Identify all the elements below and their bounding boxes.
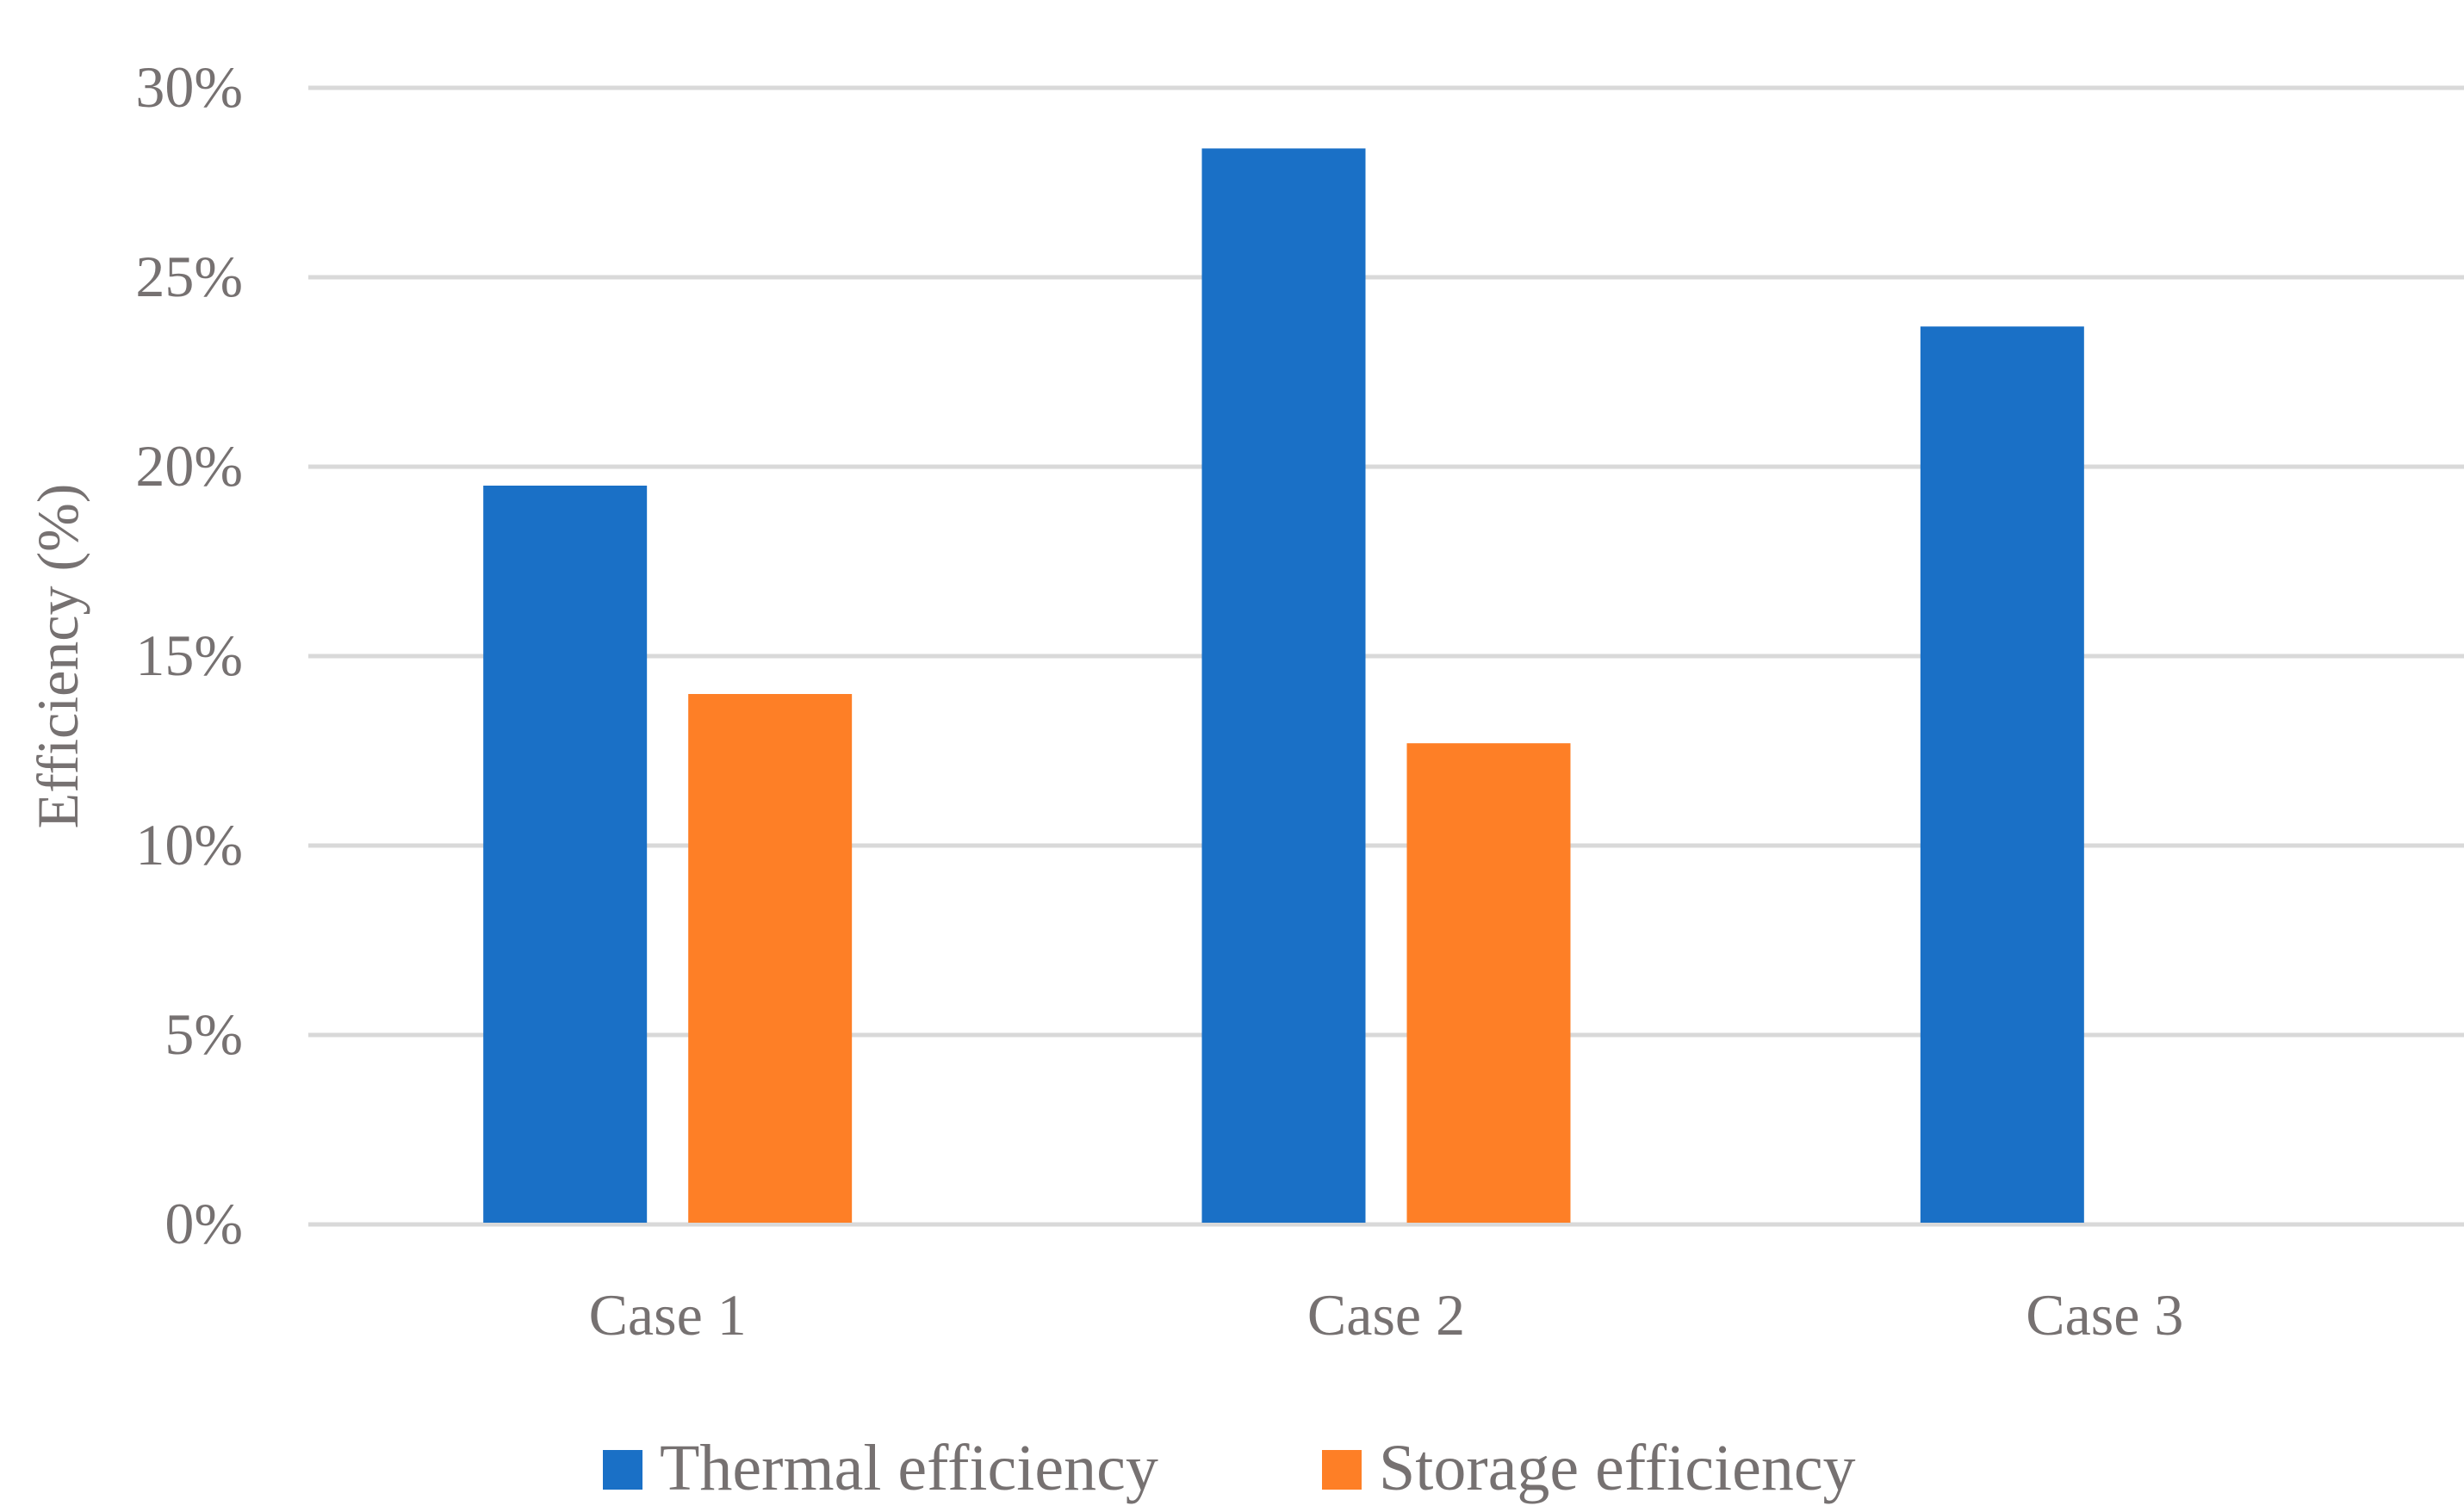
- x-axis-categories: Case 1 Case 2 Case 3: [589, 1282, 2184, 1348]
- y-tick-label: 0%: [164, 1191, 243, 1256]
- y-axis-ticks: 0% 5% 10% 15% 20% 25% 30%: [135, 54, 243, 1256]
- bar-storage-efficiency-case-2: [1406, 743, 1571, 1223]
- bar-thermal-efficiency-case-2: [1201, 148, 1366, 1223]
- bar-thermal-efficiency-case-1: [483, 486, 648, 1223]
- legend-swatch: [1322, 1450, 1362, 1490]
- bars: [483, 148, 2084, 1224]
- legend: Thermal efficiency Storage efficiency: [603, 1432, 1856, 1504]
- y-tick-label: 30%: [135, 54, 243, 120]
- y-tick-label: 20%: [135, 433, 243, 499]
- x-category-label: Case 2: [1307, 1282, 1465, 1348]
- y-axis-title: Efficiency (%): [25, 484, 90, 829]
- y-tick-label: 5%: [164, 1001, 243, 1067]
- bar-storage-efficiency-case-1: [688, 694, 853, 1223]
- y-tick-label: 15%: [135, 623, 243, 688]
- gridlines: [308, 85, 2464, 1227]
- y-tick-label: 10%: [135, 812, 243, 877]
- bar-thermal-efficiency-case-3: [1920, 326, 2084, 1224]
- x-category-label: Case 1: [589, 1282, 747, 1348]
- y-tick-label: 25%: [135, 244, 243, 309]
- legend-swatch: [603, 1450, 642, 1490]
- legend-label: Thermal efficiency: [660, 1432, 1158, 1504]
- x-category-label: Case 3: [2026, 1282, 2183, 1348]
- legend-label: Storage efficiency: [1379, 1432, 1856, 1504]
